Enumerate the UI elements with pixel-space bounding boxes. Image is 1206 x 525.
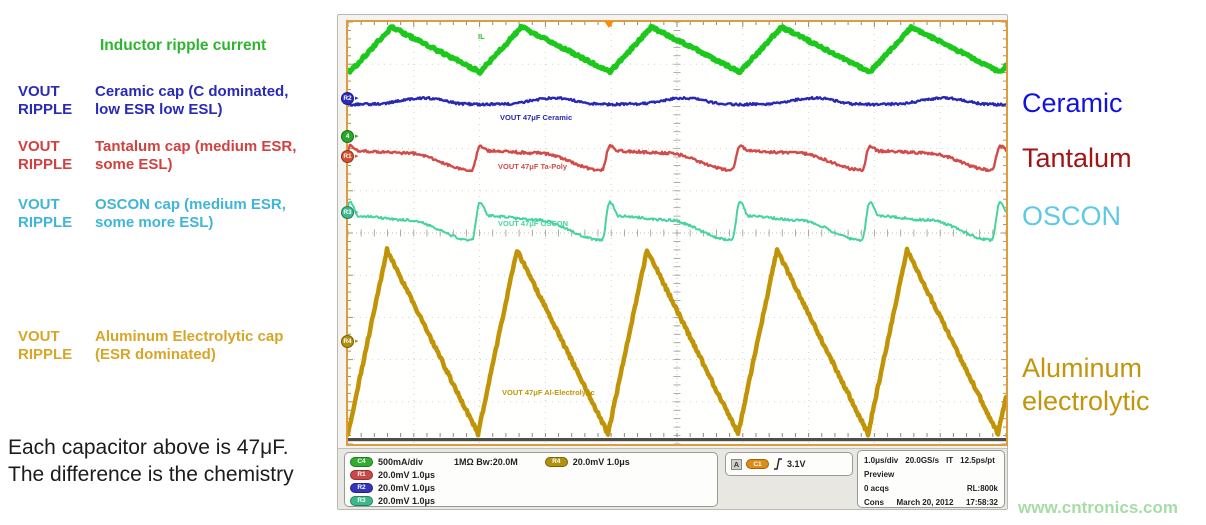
caption: Each capacitor above is 47μF. The differ… [8, 434, 294, 488]
trace-label-ceramic: VOUT 47μF Ceramic [500, 113, 573, 122]
scope-statusbar: C4 500mA/div 1MΩ Bw:20.0M R4 20.0mV 1.0μ… [338, 448, 1007, 509]
readout-row-r2: R2 20.0mV 1.0μs [350, 481, 712, 494]
trigger-position-icon [604, 21, 614, 28]
channel-arrow-icon: ▸ [355, 338, 359, 345]
trace-ceramic [348, 95, 1006, 107]
trigger-source-pill-c1: C1 [746, 459, 769, 469]
channel-arrow-icon: ▸ [355, 153, 359, 160]
trace-oscon [348, 200, 1006, 243]
vout-ripple-tag: VOUT RIPPLE [18, 328, 73, 363]
trace-tantalum [348, 143, 1006, 173]
r2-scale: 20.0mV 1.0μs [378, 482, 436, 493]
trace-label-inductor-current: IL [478, 32, 485, 41]
channel-pill-c4: C4 [350, 456, 373, 467]
trace-label-oscon: VOUT 47μF OSCON [498, 219, 569, 228]
channel-marker-r3: R3 ▸ [341, 206, 359, 219]
channel-arrow-icon: ▸ [355, 209, 359, 216]
r3-scale: 20.0mV 1.0μs [378, 495, 436, 506]
channel-arrow-icon: ▸ [355, 133, 359, 140]
annotation-text: Tantalum cap (medium ESR, some ESL) [95, 138, 297, 173]
readout-row-c4: C4 500mA/div 1MΩ Bw:20.0M R4 20.0mV 1.0μ… [350, 455, 712, 468]
trigger-level: 3.1V [787, 459, 806, 469]
label-aluminum-electrolytic: Aluminum electrolytic [1022, 353, 1150, 416]
label-tantalum: Tantalum [1022, 143, 1132, 173]
vout-ripple-tag: VOUT RIPPLE [18, 83, 73, 118]
trace-label-tantalum: VOUT 47μF Ta-Poly [498, 162, 568, 171]
c4-coupling: 1MΩ Bw:20.0M [454, 456, 518, 467]
r1-scale: 20.0mV 1.0μs [378, 469, 436, 480]
channel-bubble-icon: R1 [341, 150, 354, 163]
scope-graticule: IL VOUT 47μF Ceramic VOUT 47μF Ta-Poly VOUT… [341, 20, 1008, 446]
channel-bubble-icon: 4 [341, 130, 354, 143]
annotation-text: Aluminum Electrolytic cap (ESR dominated) [95, 328, 284, 363]
caption-line1: Each capacitor above is 47μF. [8, 436, 289, 459]
timebase-row3: 0 acqs RL:800k [864, 483, 998, 493]
trace-inductor-current [348, 23, 1006, 76]
waveform-canvas [348, 22, 1006, 444]
r4-scale: 20.0mV 1.0μs [572, 456, 630, 467]
channel-pill-r3: R3 [350, 495, 373, 506]
rising-edge-icon [774, 458, 782, 470]
oscilloscope-screenshot: IL VOUT 47μF Ceramic VOUT 47μF Ta-Poly VOUT… [337, 14, 1008, 510]
channel-marker-r1: R1 ▸ [341, 150, 359, 163]
trace-label-aluminum-electrolytic: VOUT 47μF Al-Electrolytic [502, 388, 595, 397]
trigger-readout-box: A C1 3.1V [725, 452, 853, 476]
watermark: www.cntronics.com [1018, 498, 1178, 517]
channel-pill-r1: R1 [350, 469, 373, 480]
readout-row-r1: R1 20.0mV 1.0μs [350, 468, 712, 481]
annotation-text: Ceramic cap (C dominated, low ESR low ESL… [95, 83, 289, 118]
timebase-row1: 1.0μs/div 20.0GS/s IT 12.5ps/pt [864, 455, 995, 465]
channel-arrow-icon: ▸ [355, 95, 359, 102]
caption-line2: The difference is the chemistry [8, 463, 294, 486]
vout-ripple-tag: VOUT RIPPLE [18, 138, 73, 173]
channel-marker-r4: R4 ▸ [341, 335, 359, 348]
channel-bubble-icon: R3 [341, 206, 354, 219]
channel-pill-r4: R4 [544, 456, 568, 467]
c4-scale: 500mA/div [378, 456, 424, 467]
channel-pill-r2: R2 [350, 482, 373, 493]
channel-marker-4: 4 ▸ [341, 130, 359, 143]
channel-bubble-icon: R4 [341, 335, 354, 348]
channel-marker-r2: R2 ▸ [341, 92, 359, 105]
timebase-row4: Cons March 20, 2012 17:58:32 [864, 497, 998, 507]
timebase-readout-box: 1.0μs/div 20.0GS/s IT 12.5ps/pt Preview … [857, 450, 1005, 508]
label-ceramic: Ceramic [1022, 88, 1123, 118]
readout-row-r3: R3 20.0mV 1.0μs [350, 494, 712, 507]
inductor-ripple-heading: Inductor ripple current [100, 37, 267, 54]
trigger-a-label: A [731, 458, 742, 470]
vout-ripple-tag: VOUT RIPPLE [18, 196, 73, 231]
trace-aluminum-electrolytic [348, 246, 1006, 438]
channel-readout-box: C4 500mA/div 1MΩ Bw:20.0M R4 20.0mV 1.0μ… [344, 452, 718, 507]
timebase-row2: Preview [864, 469, 895, 479]
label-oscon: OSCON [1022, 201, 1122, 231]
annotation-text: OSCON cap (medium ESR, some more ESL) [95, 196, 286, 231]
channel-bubble-icon: R2 [341, 92, 354, 105]
